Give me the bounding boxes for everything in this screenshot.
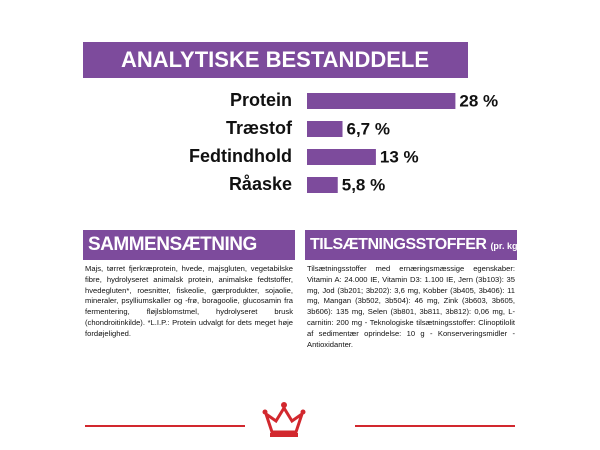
additives-header: TILSÆTNINGSSTOFFER (pr. kg) [305,230,521,260]
additives-unit: (pr. kg) [490,241,521,251]
value-label: 6,7 % [347,119,390,138]
chart-title: ANALYTISKE BESTANDDELE [121,47,429,72]
category-label: Fedtindhold [189,146,292,166]
bar [307,121,343,137]
bar [307,149,376,165]
category-label: Protein [230,90,292,110]
value-label: 5,8 % [342,175,385,194]
value-label: 28 % [459,91,498,110]
bar [307,177,338,193]
category-label: Råaske [229,174,292,194]
category-label: Træstof [226,118,293,138]
additives-text: Tilsætningsstoffer med ernæringsmæssige … [307,264,515,349]
composition-title: SAMMENSÆTNING [83,230,295,260]
value-label: 13 % [380,147,419,166]
title-banner [83,42,468,78]
composition-text: Majs, tørret fjerkræprotein, hvede, majs… [85,264,293,338]
logo [85,402,515,437]
additives-title: TILSÆTNINGSSTOFFER [310,236,487,253]
bar [307,93,456,109]
